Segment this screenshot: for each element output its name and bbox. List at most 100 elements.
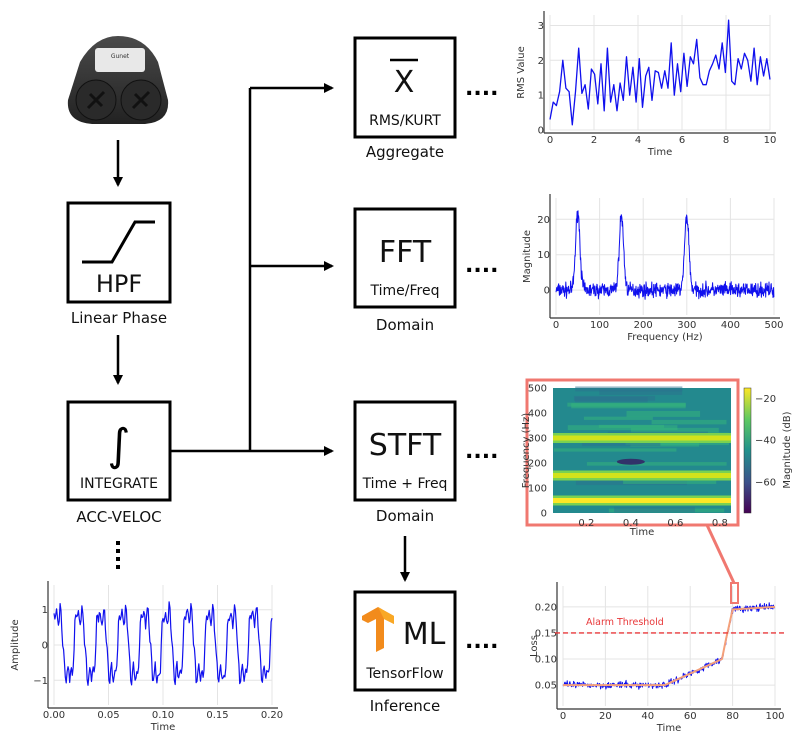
fft-title: FFT [379,235,432,270]
x-tick-label: 0.6 [667,518,683,529]
x-tick-label: 400 [721,320,740,331]
branch-connectors [170,83,334,456]
x-tick-label: 2 [591,135,597,146]
tensorflow-icon [362,607,394,652]
y-tick-label: 20 [537,215,550,226]
spectrogram-band [553,473,731,478]
y-tick-label: 0 [42,641,48,652]
stft-title: STFT [369,428,442,463]
x-tick-label: 8 [723,135,729,146]
y-tick-label: 0.15 [535,628,557,639]
hpf-caption: Linear Phase [71,309,167,327]
ml-subtitle: TensorFlow [365,666,443,682]
zoom-connector-line [705,524,736,584]
fft-magnitude-line [555,210,775,300]
y-tick-label: 1 [42,605,48,616]
x-tick-label: 100 [590,320,609,331]
stft-chart: 0.2 0.4 0.6 0.8 0 100 200 300 400 500 Time Frequenc… [521,384,793,539]
y-tick-label: 200 [528,459,547,470]
x-tick-label: 200 [634,320,653,331]
spectrogram-texture [583,416,653,420]
x-tick-label: 0.05 [97,710,119,721]
mean-symbol: X [394,65,415,100]
y-axis-label: Amplitude [10,619,21,670]
stft-block: STFT Time + Freq Domain [353,400,457,525]
stft-highlight-frame [525,378,740,527]
colorbar-tick-label: −20 [755,394,776,405]
loss-series-line [562,602,776,690]
y-axis-label: Magnitude [522,230,533,283]
y-tick-label: 400 [528,409,547,420]
integrate-title: INTEGRATE [80,476,158,492]
x-tick-label: 0.4 [623,518,639,529]
x-tick-label: 0.15 [206,710,228,721]
x-tick-label: 20 [599,711,612,722]
spectrogram-texture [598,424,665,428]
y-tick-label: 0.20 [535,602,557,613]
x-tick-label: 500 [764,320,783,331]
y-tick-label: 2 [538,56,544,67]
y-tick-label: 100 [528,484,547,495]
stft-subtitle: Time + Freq [362,476,448,492]
y-tick-label: 0 [538,126,544,137]
colorbar-label: Magnitude (dB) [782,411,793,488]
connector-dots-ml: .... [465,629,498,654]
integrate-caption: ACC-VELOC [76,508,161,526]
y-tick-label: 0.05 [535,681,557,692]
x-tick-label: 0.2 [578,518,594,529]
aggregate-caption: Aggregate [366,143,444,161]
vertical-dots [116,541,120,569]
ml-caption: Inference [370,697,441,715]
spectrogram-texture [614,506,695,513]
x-axis-label: Time [150,722,175,733]
x-axis-label: Time [647,147,672,158]
x-tick-label: 60 [684,711,697,722]
y-tick-label: 3 [538,21,544,32]
y-axis-label: RMS Value [516,46,527,99]
x-axis-label: Time [629,527,654,538]
y-tick-label: 300 [528,434,547,445]
x-tick-label: 100 [765,711,784,722]
colorbar-tick-label: −60 [755,477,776,488]
high-pass-filter-icon [82,220,155,264]
rms-series-line [549,19,771,126]
spectrogram-texture [630,427,719,433]
y-tick-label: 1 [538,91,544,102]
y-axis-label: Frequency (Hz) [521,413,532,489]
x-axis-label: Time [656,723,681,734]
loss-trend-line [563,605,776,687]
anomaly-highlight-box [730,582,739,604]
colorbar [743,387,752,514]
sensor-device-image: Gunet [67,36,169,124]
colorbar-tick-label: −40 [755,436,776,447]
x-tick-label: 4 [635,135,641,146]
connector-dots-stft: .... [465,439,498,464]
spectrogram-texture [623,478,717,484]
x-tick-label: 0.10 [152,710,174,721]
aggregate-block: X RMS/KURT Aggregate [353,36,457,161]
y-axis-label: Loss [529,635,540,657]
integral-icon: ∫ [108,420,131,471]
x-tick-label: 0 [553,320,559,331]
spectrogram-band [553,498,731,503]
y-tick-label: 0 [544,286,550,297]
alarm-threshold-label: Alarm Threshold [586,617,664,628]
amplitude-series-line [53,601,273,686]
spectrogram-texture [586,462,727,466]
x-tick-label: 0.8 [712,518,728,529]
spectrogram-band [553,435,731,441]
x-tick-label: 40 [641,711,654,722]
x-tick-label: 80 [726,711,739,722]
y-tick-label: 0 [541,509,547,520]
spectrogram-texture [651,419,727,425]
y-tick-label: 0.10 [535,655,557,666]
loss-chart: 0 20 40 60 80 100 0.05 0.10 0.15 0.20 Time Loss Alar… [529,582,785,734]
amplitude-chart: 0.00 0.05 0.10 0.15 0.20 −1 0 1 Time Amplitude [10,581,283,733]
x-tick-label: 6 [679,135,685,146]
stft-caption: Domain [376,507,434,525]
fft-block: FFT Time/Freq Domain [353,207,457,334]
spectrogram-texture [581,442,661,447]
spectrogram-texture [599,389,683,395]
integrate-block: ∫ INTEGRATE ACC-VELOC [66,400,172,526]
